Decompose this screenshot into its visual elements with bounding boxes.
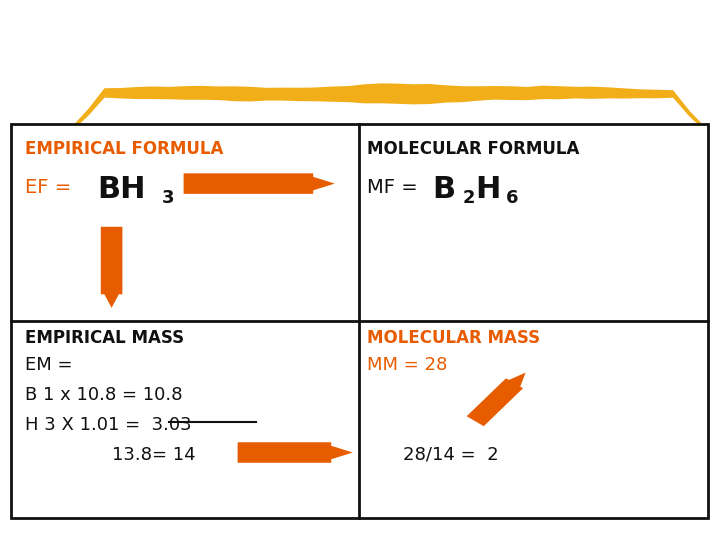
FancyArrow shape — [184, 173, 335, 194]
FancyArrow shape — [238, 442, 353, 463]
Text: 3: 3 — [162, 189, 174, 207]
Text: H 3 X 1.01 =  3.03: H 3 X 1.01 = 3.03 — [25, 416, 192, 434]
Text: MOLECULAR FORMULA: MOLECULAR FORMULA — [367, 140, 580, 158]
Text: EF =: EF = — [25, 178, 78, 197]
Text: EM =: EM = — [25, 356, 73, 374]
Text: EMPIRICAL FORMULA: EMPIRICAL FORMULA — [25, 140, 224, 158]
Text: 28/14 =  2: 28/14 = 2 — [403, 446, 499, 463]
Text: 6: 6 — [506, 189, 518, 207]
Text: B 1 x 10.8 = 10.8: B 1 x 10.8 = 10.8 — [25, 386, 183, 404]
Bar — [11, 124, 708, 518]
Text: EMPIRICAL MASS: EMPIRICAL MASS — [25, 329, 184, 347]
Text: MM = 28: MM = 28 — [367, 356, 448, 374]
Text: BH: BH — [97, 176, 145, 205]
Text: 13.8= 14: 13.8= 14 — [112, 446, 195, 463]
FancyArrow shape — [101, 227, 122, 308]
Text: H: H — [475, 176, 500, 205]
Polygon shape — [72, 83, 706, 131]
Text: MOLECULAR MASS: MOLECULAR MASS — [367, 329, 540, 347]
Text: B: B — [432, 176, 455, 205]
FancyArrow shape — [467, 373, 526, 426]
Text: 2: 2 — [462, 189, 474, 207]
Text: MF =: MF = — [367, 178, 424, 197]
